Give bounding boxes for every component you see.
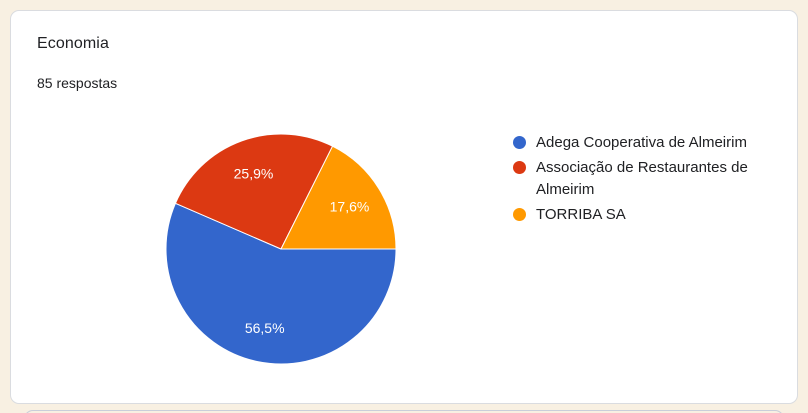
legend-label: Associação de Restaurantes de Almeirim: [536, 159, 748, 198]
legend-item-2: TORRIBA SA: [513, 204, 781, 226]
legend-label: Adega Cooperativa de Almeirim: [536, 134, 747, 151]
pie-slice-2[interactable]: [280, 145, 397, 250]
chart-legend: Adega Cooperativa de Almeirim Associação …: [513, 132, 781, 229]
pie-slice-label-1: 25,9%: [234, 165, 274, 181]
response-count: 85 respostas: [37, 75, 118, 91]
pie-chart: 56,5% 25,9% 17,6%: [165, 133, 397, 365]
legend-item-0: Adega Cooperativa de Almeirim: [513, 132, 781, 154]
legend-swatch-icon: [513, 161, 526, 174]
pie-slice-label-2: 17,6%: [330, 199, 370, 215]
legend-swatch-icon: [513, 208, 526, 221]
pie-slice-label-0: 56,5%: [245, 320, 285, 336]
legend-item-1: Associação de Restaurantes de Almeirim: [513, 157, 781, 201]
pie-slice-0[interactable]: [165, 202, 397, 365]
legend-swatch-icon: [513, 136, 526, 149]
question-summary-card: Economia 85 respostas 56,5% 25,9% 17,6% Ad…: [10, 10, 798, 404]
pie-slice-1[interactable]: [174, 133, 334, 250]
question-title: Economia: [37, 35, 109, 52]
legend-label: TORRIBA SA: [536, 206, 626, 223]
